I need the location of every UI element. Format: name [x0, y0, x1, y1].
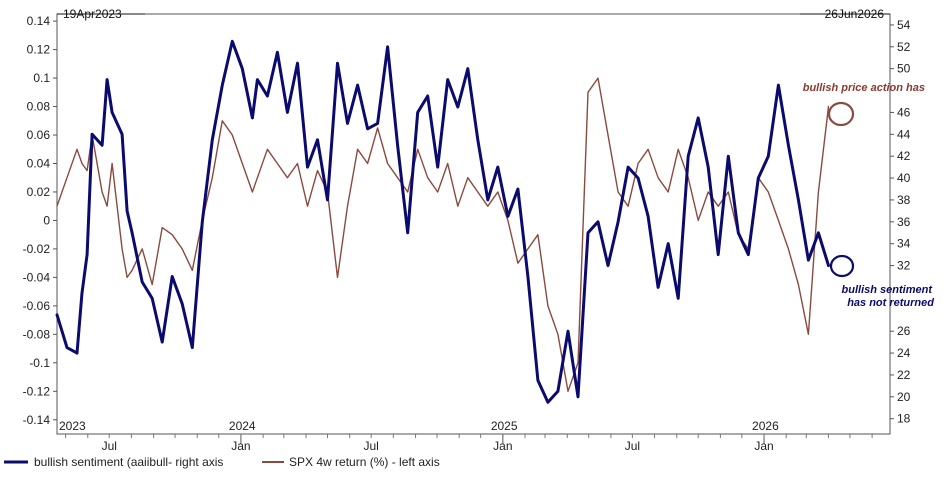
- legend-label-sentiment: bullish sentiment (aaiibull- right axis: [34, 455, 223, 469]
- right-tick-label: 38: [897, 193, 911, 207]
- right-tick-label: 40: [897, 171, 911, 185]
- sentiment-annotation-line-1: bullish sentiment: [842, 284, 934, 296]
- sentiment-annotation-line-2: has not returned: [847, 297, 934, 309]
- x-axis: 2023 2024 2025 2026 Jul Jan Jul Jan Jul Jan: [59, 419, 873, 453]
- series-line-spx: [56, 77, 830, 392]
- series-layer: [55, 39, 830, 404]
- right-axis: 18 20 22 24 26 32 34 36 38 40 42 44 46 50 52 54: [890, 18, 911, 426]
- legend-label-spx: SPX 4w return (%) - left axis: [289, 455, 440, 469]
- annotation-layer: 19Apr2023 26Jun2026 bullish price action…: [57, 7, 934, 309]
- x-month-label: Jul: [363, 439, 378, 453]
- x-year-label: 2026: [752, 419, 779, 433]
- right-tick-label: 24: [897, 346, 911, 360]
- left-tick-label: -0.02: [23, 242, 51, 256]
- right-tick-label: 50: [897, 62, 911, 76]
- sentiment-circle: [829, 254, 855, 278]
- x-month-label: Jan: [754, 439, 773, 453]
- plot-frame: [56, 13, 891, 435]
- x-month-label: Jul: [102, 439, 117, 453]
- right-tick-label: 18: [897, 412, 911, 426]
- right-tick-label: 20: [897, 390, 911, 404]
- right-tick-label: 32: [897, 259, 911, 273]
- left-tick-label: 0.14: [27, 14, 51, 28]
- left-axis: -0.14 -0.12 -0.1 -0.08 -0.06 -0.04 -0.02 0 0.02 0…: [23, 14, 57, 427]
- x-month-label: Jan: [231, 439, 250, 453]
- series-line-sentiment: [55, 39, 830, 404]
- right-tick-label: 36: [897, 215, 911, 229]
- price-action-circle: [827, 101, 855, 127]
- left-tick-label: 0.1: [33, 71, 50, 85]
- x-year-label: 2023: [59, 419, 86, 433]
- left-tick-label: -0.08: [23, 327, 51, 341]
- left-tick-label: -0.1: [29, 356, 50, 370]
- left-tick-label: 0.08: [27, 100, 51, 114]
- x-year-label: 2025: [491, 419, 518, 433]
- end-date-label: 26Jun2026: [825, 7, 885, 21]
- price-action-annotation: bullish price action has: [803, 82, 925, 94]
- right-tick-label: 46: [897, 105, 911, 119]
- right-tick-label: 26: [897, 324, 911, 338]
- left-tick-label: -0.04: [23, 270, 51, 284]
- right-tick-label: 52: [897, 40, 911, 54]
- x-month-label: Jul: [625, 439, 640, 453]
- left-tick-label: -0.12: [23, 384, 51, 398]
- legend: bullish sentiment (aaiibull- right axis …: [4, 455, 440, 469]
- left-tick-label: 0.02: [27, 185, 51, 199]
- left-tick-label: -0.06: [23, 299, 51, 313]
- right-tick-label: 22: [897, 368, 911, 382]
- left-tick-label: -0.14: [23, 413, 51, 427]
- right-tick-label: 34: [897, 237, 911, 251]
- x-year-label: 2024: [229, 419, 256, 433]
- left-tick-label: 0.06: [27, 128, 51, 142]
- x-month-label: Jan: [493, 439, 512, 453]
- left-tick-label: 0: [43, 213, 50, 227]
- left-tick-label: 0.04: [27, 156, 51, 170]
- right-tick-label: 42: [897, 149, 911, 163]
- right-tick-label: 54: [897, 18, 911, 32]
- start-date-label: 19Apr2023: [63, 7, 122, 21]
- left-tick-label: 0.12: [27, 43, 51, 57]
- right-tick-label: 44: [897, 127, 911, 141]
